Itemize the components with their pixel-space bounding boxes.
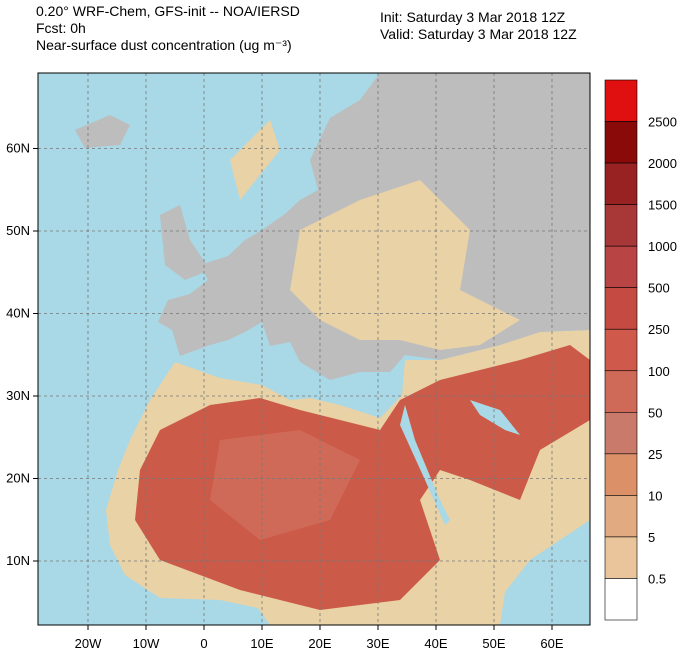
lat-label: 60N <box>6 141 30 156</box>
title: 0.20° WRF-Chem, GFS-init -- NOA/IERSD <box>36 3 300 19</box>
colorbar-label: 2500 <box>648 115 677 130</box>
colorbar-label: 1000 <box>648 239 677 254</box>
lon-label: 10E <box>250 636 273 651</box>
colorbar-swatch <box>604 495 638 538</box>
colorbar-swatch <box>604 536 638 579</box>
lon-label: 20W <box>75 636 102 651</box>
colorbar-swatch <box>604 162 638 205</box>
colorbar-swatch <box>604 245 638 288</box>
colorbar-label: 25 <box>648 447 662 462</box>
colorbar-label: 2000 <box>648 156 677 171</box>
colorbar-label: 0.5 <box>648 571 666 586</box>
map <box>38 73 590 625</box>
lon-label: 60E <box>540 636 563 651</box>
colorbar-label: 1500 <box>648 198 677 213</box>
lon-label: 50E <box>482 636 505 651</box>
lat-label: 50N <box>6 223 30 238</box>
colorbar-label: 50 <box>648 405 662 420</box>
lon-label: 30E <box>366 636 389 651</box>
init: Init: Saturday 3 Mar 2018 12Z <box>380 9 566 25</box>
graticule <box>38 73 590 625</box>
colorbar-swatch <box>604 370 638 413</box>
lat-label: 10N <box>6 553 30 568</box>
lon-label: 10W <box>133 636 160 651</box>
colorbar-label: 500 <box>648 281 670 296</box>
colorbar-label: 5 <box>648 530 655 545</box>
colorbar-swatch <box>604 453 638 496</box>
lon-label: 0 <box>200 636 207 651</box>
lon-label: 40E <box>424 636 447 651</box>
lat-label: 30N <box>6 388 30 403</box>
lat-label: 40N <box>6 306 30 321</box>
colorbar-swatch <box>604 79 638 122</box>
variable: Near-surface dust concentration (ug m⁻³) <box>36 37 292 53</box>
colorbar-swatch <box>604 287 638 330</box>
colorbar-label: 250 <box>648 322 670 337</box>
map-frame <box>37 72 591 626</box>
colorbar-swatch <box>604 204 638 247</box>
colorbar-swatch <box>604 578 638 621</box>
colorbar-swatch <box>604 121 638 164</box>
colorbar-label: 100 <box>648 364 670 379</box>
forecast: Fcst: 0h <box>36 20 86 36</box>
colorbar-swatch <box>604 328 638 372</box>
colorbar-swatch <box>604 412 638 455</box>
valid: Valid: Saturday 3 Mar 2018 12Z <box>380 26 577 42</box>
colorbar-label: 10 <box>648 488 662 503</box>
lat-label: 20N <box>6 471 30 486</box>
lon-label: 20E <box>308 636 331 651</box>
colorbar: 2500 2000 1500 1000 500 250 100 50 25 10 5 0.5 <box>604 79 677 621</box>
